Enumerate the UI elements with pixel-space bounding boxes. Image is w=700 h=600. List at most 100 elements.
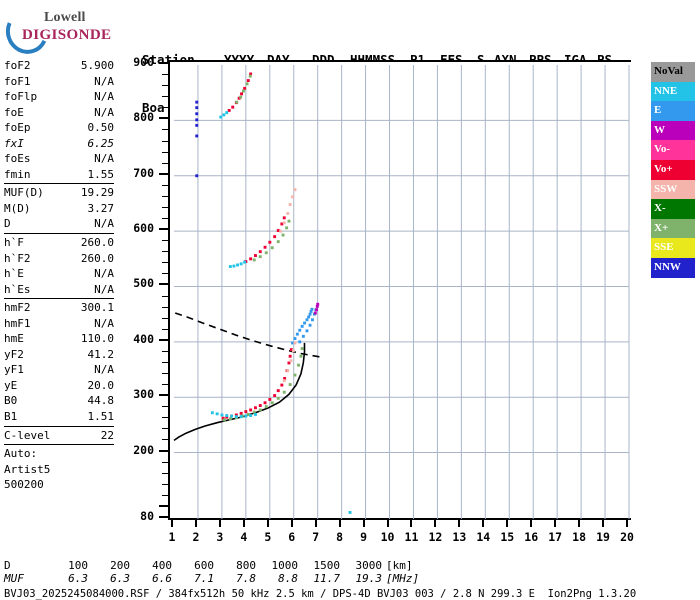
param-value: N/A (94, 282, 114, 296)
logo-lowell-text: Lowell (44, 10, 86, 25)
legend-item-nne[interactable]: NNE (651, 81, 695, 102)
distance-unit: [km] (386, 559, 413, 572)
y-tick-minor (162, 439, 168, 441)
y-tick-minor (162, 483, 168, 485)
legend-item-x[interactable]: X- (651, 199, 695, 219)
param-key: hmF2 (4, 301, 31, 315)
legend-item-vo[interactable]: Vo+ (651, 159, 695, 180)
param-value: 300.1 (80, 301, 114, 315)
legend-item-vo[interactable]: Vo- (651, 140, 695, 160)
x-axis-label-1: 1 (168, 530, 176, 544)
y-axis-label-300: 300 (133, 387, 154, 402)
param-row-clevel: C-level 22 (4, 428, 114, 444)
muf-value-5: 8.8 (278, 572, 298, 585)
param-value: 19.29 (80, 186, 114, 200)
footer-distance-row: D 100 200 400 600 800 1000 1500 3000 [km] (4, 559, 432, 572)
legend-item-ssw[interactable]: SSW (651, 179, 695, 200)
param-value: N/A (94, 152, 114, 166)
grid-lines (174, 65, 630, 519)
distance-value-2: 400 (152, 559, 172, 572)
legend-item-e[interactable]: E (651, 101, 695, 121)
x-axis-label-9: 9 (360, 530, 368, 544)
x-tick-16 (530, 520, 533, 527)
y-tick-major-600 (159, 228, 168, 231)
y-tick-major-900 (159, 62, 168, 64)
x-tick-18 (578, 520, 581, 527)
x-tick-13 (458, 520, 461, 527)
legend-item-w[interactable]: W (651, 120, 695, 141)
param-value: 20.0 (87, 378, 115, 392)
param-value: N/A (94, 217, 114, 231)
muf-value-7: 19.3 (355, 572, 383, 585)
x-tick-10 (386, 520, 389, 527)
param-row-foflp: foFlp N/A (4, 89, 114, 105)
legend-item-x[interactable]: X+ (651, 218, 695, 239)
param-value: N/A (94, 267, 114, 281)
muf-value-1: 6.3 (110, 572, 130, 585)
legend-item-sse[interactable]: SSE (651, 238, 695, 258)
x-tick-14 (482, 520, 485, 527)
y-axis-label-800: 800 (133, 110, 154, 125)
x-axis-label-8: 8 (336, 530, 344, 544)
param-key: B0 (4, 394, 18, 408)
y-tick-minor (162, 306, 168, 308)
series-2F2-trace-X+ (252, 219, 291, 262)
param-row-fmin: fmin 1.55 (4, 167, 114, 183)
x-tick-17 (554, 520, 557, 527)
y-tick-minor (162, 206, 168, 208)
series-2F2-trace-Vo+ (244, 216, 286, 263)
distance-value-0: 100 (68, 559, 88, 572)
y-tick-major-500 (159, 283, 168, 286)
x-tick-11 (410, 520, 413, 527)
param-row-foes: foEs N/A (4, 151, 114, 167)
y-tick-minor (162, 350, 168, 352)
x-axis-label-15: 15 (500, 530, 515, 544)
param-divider-1 (4, 183, 114, 185)
y-tick-minor (162, 140, 168, 142)
footer-file-info: BVJ03_2025245084000.RSF / 384fx512h 50 k… (4, 588, 637, 600)
series-F2-cusp-E-blue (291, 307, 314, 345)
x-tick-15 (506, 520, 509, 527)
y-tick-minor (162, 361, 168, 363)
param-key: MUF(D) (4, 186, 44, 200)
y-tick-minor (162, 472, 168, 474)
param-value: 44.8 (87, 394, 115, 408)
y-axis-label-200: 200 (133, 442, 154, 457)
param-value: 110.0 (80, 332, 114, 346)
x-axis-label-6: 6 (288, 530, 296, 544)
y-tick-minor (162, 129, 168, 131)
y-axis-label-700: 700 (133, 165, 154, 180)
x-tick-7 (314, 520, 317, 527)
param-key: hmE (4, 332, 24, 346)
legend-item-noval[interactable]: NoVal (651, 62, 695, 82)
series-F2-trace-SSW-salmon (282, 341, 297, 383)
y-tick-minor (162, 317, 168, 319)
param-value: 260.0 (80, 251, 114, 265)
distance-value-1: 200 (110, 559, 130, 572)
legend-item-nnw[interactable]: NNW (651, 257, 695, 278)
param-row-hes: h`Es N/A (4, 282, 114, 298)
auto-line-0: Auto: (4, 447, 38, 461)
param-value: N/A (94, 105, 114, 119)
y-tick-minor (162, 85, 168, 87)
x-axis-label-17: 17 (548, 530, 563, 544)
series-spread-NNW-column (195, 100, 199, 178)
ionogram-plot-area[interactable] (168, 60, 631, 520)
auto-line-1: Artist5 (4, 462, 51, 476)
param-row-mufd: MUF(D) 19.29 (4, 185, 114, 201)
y-tick-major-300 (159, 394, 168, 397)
param-row-fxi: fxI 6.25 (4, 136, 114, 152)
muf-dashed-curve (174, 312, 323, 359)
y-tick-minor (162, 273, 168, 275)
muf-value-2: 6.6 (152, 572, 172, 585)
y-tick-minor (162, 251, 168, 253)
x-axis-label-18: 18 (572, 530, 587, 544)
param-row-hmf2: hmF2 300.1 (4, 300, 114, 316)
lowell-digisonde-logo: Lowell DIGISONDE (0, 4, 124, 60)
x-tick-2 (194, 520, 197, 527)
param-key: D (4, 217, 11, 231)
param-row-yf2: yF2 41.2 (4, 347, 114, 363)
param-row-yf1: yF1 N/A (4, 362, 114, 378)
param-value: 260.0 (80, 236, 114, 250)
muf-value-6: 11.7 (313, 572, 341, 585)
